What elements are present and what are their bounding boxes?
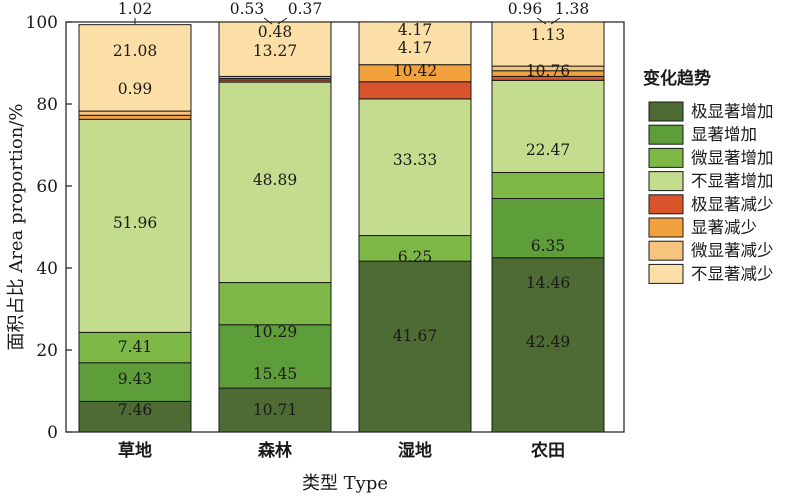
data-label: 33.33 — [393, 151, 437, 169]
bar-segment — [218, 282, 332, 326]
bar-segment — [358, 21, 472, 66]
bar-segment — [218, 21, 332, 77]
bar-segment — [78, 118, 192, 333]
y-tick-label: 20 — [36, 341, 58, 361]
data-label: 15.45 — [253, 365, 297, 383]
bar-segment — [358, 81, 472, 100]
x-tick-label: 森林 — [258, 440, 292, 461]
leader-line — [263, 17, 273, 25]
bar-segment — [358, 235, 472, 262]
data-label: 4.17 — [398, 21, 433, 39]
data-label: 51.96 — [113, 214, 157, 232]
bar-segment — [218, 324, 332, 389]
bar-segment — [358, 260, 472, 433]
data-label: 1.13 — [531, 26, 566, 44]
legend-label: 微显著增加 — [691, 148, 774, 167]
data-label: 42.49 — [526, 333, 570, 351]
legend-label: 微显著减少 — [691, 241, 774, 260]
data-label: 21.08 — [113, 42, 157, 60]
legend-swatch — [648, 101, 684, 122]
legend-title: 变化趋势 — [643, 68, 711, 89]
data-label: 7.41 — [118, 338, 153, 356]
bar-segment — [491, 257, 605, 433]
legend-swatch — [648, 240, 684, 261]
data-label: 0.48 — [258, 23, 293, 41]
data-label: 6.35 — [531, 237, 566, 255]
bar-segment — [491, 21, 605, 67]
data-label: 0.53 — [230, 0, 265, 18]
bar-segment — [78, 24, 192, 112]
bar-segment — [491, 79, 605, 173]
leader-line — [550, 17, 561, 25]
legend: 变化趋势 极显著增加显著增加微显著增加不显著增加极显著减少显著减少微显著减少不显… — [643, 68, 774, 284]
bar-segment — [358, 98, 472, 237]
legend-label: 显著增加 — [691, 125, 757, 144]
x-tick-label: 草地 — [118, 440, 152, 461]
data-label: 0.96 — [508, 0, 543, 18]
legend-swatch — [648, 124, 684, 145]
bar-segment — [78, 331, 192, 364]
plot-area: 0 20 40 60 80 100 草地 森林 湿地 农田 7.46 9.43 7.41 51.96 0.9… — [26, 0, 625, 461]
data-label: 7.46 — [118, 401, 153, 419]
legend-swatch — [648, 171, 684, 192]
bar-segment — [78, 114, 192, 120]
y-tick-label: 40 — [36, 259, 58, 279]
data-label: 48.89 — [253, 171, 297, 189]
data-label: 4.17 — [398, 39, 433, 57]
bar-segment — [491, 198, 605, 259]
bar-segment — [78, 400, 192, 433]
data-label: 10.29 — [253, 323, 297, 341]
y-tick-label: 60 — [36, 177, 58, 197]
bar-segment — [491, 171, 605, 200]
data-label: 22.47 — [526, 141, 570, 159]
x-axis-title: 类型 Type — [302, 473, 388, 494]
bar-segment — [78, 110, 192, 116]
x-tick-label: 湿地 — [398, 440, 432, 461]
leader-line — [277, 17, 288, 25]
y-tick-label: 80 — [36, 95, 58, 115]
legend-swatch — [648, 217, 684, 238]
legend-swatch — [648, 147, 684, 168]
legend-swatch — [648, 263, 684, 284]
data-label: 6.25 — [398, 248, 433, 266]
data-label: 14.46 — [526, 274, 570, 292]
data-label: 13.27 — [253, 42, 297, 60]
data-label: 10.76 — [526, 62, 570, 80]
x-tick-label: 农田 — [530, 440, 565, 461]
data-label: 1.02 — [118, 0, 153, 18]
data-label: 10.42 — [393, 62, 437, 80]
data-label: 0.37 — [288, 0, 323, 18]
legend-label: 不显著增加 — [691, 172, 774, 191]
legend-label: 极显著增加 — [691, 102, 774, 121]
y-axis-title: 面积占比 Area proportion/% — [6, 104, 27, 351]
data-label: 0.99 — [118, 80, 153, 98]
data-label: 10.71 — [253, 401, 297, 419]
leader-line — [536, 17, 547, 25]
bar-segment — [218, 81, 332, 284]
y-tick-label: 100 — [26, 13, 58, 33]
y-tick-label: 0 — [47, 423, 58, 443]
legend-label: 不显著减少 — [691, 264, 774, 283]
plot-frame — [65, 21, 625, 433]
data-label: 41.67 — [393, 327, 437, 345]
legend-label: 极显著减少 — [691, 195, 774, 214]
legend-label: 显著减少 — [691, 218, 757, 237]
data-label: 1.38 — [555, 0, 590, 18]
legend-swatch — [648, 194, 684, 215]
data-label: 9.43 — [118, 370, 153, 388]
